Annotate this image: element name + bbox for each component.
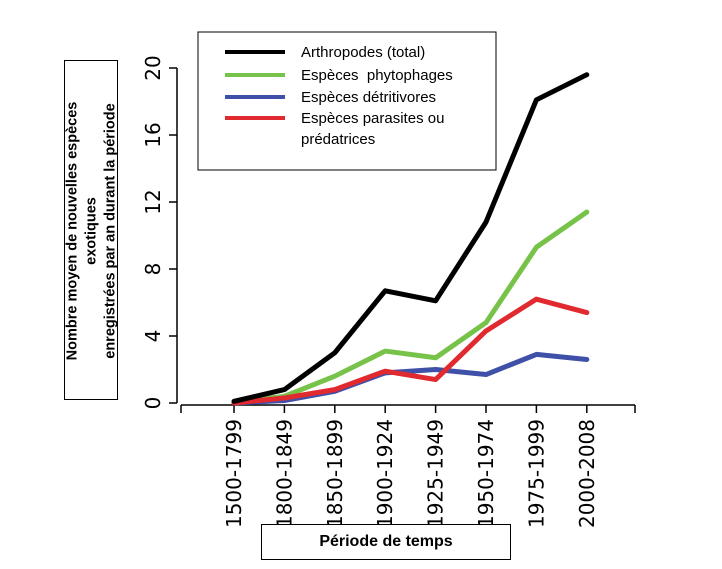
legend-label-1: Espèces phytophages	[301, 67, 453, 84]
x-tick-label: 1975-1999	[524, 419, 548, 528]
series-line-1	[231, 209, 590, 405]
y-axis-label-line2: enregistrées par an durant la période	[102, 103, 119, 359]
x-axis-label-box: Période de temps	[261, 524, 511, 560]
legend-box	[197, 31, 497, 171]
y-tick-label: 12	[141, 189, 165, 214]
x-tick-label: 2000-2008	[575, 419, 599, 528]
y-tick-label: 4	[141, 330, 165, 343]
y-axis-label-line1: Nombre moyen de nouvelles espèces exotiq…	[64, 101, 100, 361]
x-axis-label: Période de temps	[319, 533, 453, 550]
y-axis-label-box: Nombre moyen de nouvelles espèces exotiq…	[64, 60, 121, 400]
y-tick-label: 0	[141, 397, 165, 410]
x-tick-label: 1850-1899	[323, 419, 347, 528]
legend-label-0: Arthropodes (total)	[301, 44, 425, 61]
x-tick-label: 1800-1849	[272, 419, 296, 528]
y-tick-label: 8	[141, 263, 165, 276]
x-tick-label: 1925-1949	[424, 419, 448, 528]
legend: Arthropodes (total) Espèces phytophages …	[197, 31, 497, 171]
x-tick-label: 1500-1799	[222, 419, 246, 528]
series-line-3	[231, 296, 590, 406]
x-tick-label: 1900-1924	[373, 419, 397, 528]
x-tick-label: 1950-1974	[474, 419, 498, 528]
axes: 0 4 8 12 16 20 1500-1799 1800-1849 1850-1899 1900…	[141, 55, 636, 528]
y-tick-label: 16	[141, 122, 165, 147]
series-lines	[231, 72, 590, 406]
y-axis-label: Nombre moyen de nouvelles espèces exotiq…	[64, 66, 121, 396]
legend-label-3-line2: prédatrices	[301, 131, 375, 148]
legend-label-2: Espèces détritivores	[301, 89, 436, 106]
series-line-0	[231, 72, 590, 404]
y-tick-label: 20	[141, 55, 165, 80]
legend-label-3-line1: Espèces parasites ou	[301, 110, 444, 127]
